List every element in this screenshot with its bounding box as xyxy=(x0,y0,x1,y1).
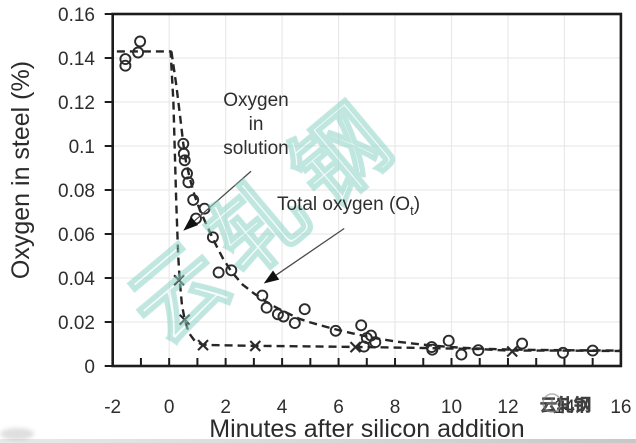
bottom-edge-strip xyxy=(0,439,636,443)
total-oxygen-data-point xyxy=(182,176,195,189)
x-tick-label: 0 xyxy=(164,397,175,418)
total-oxygen-data-point xyxy=(298,303,311,316)
solution-data-point xyxy=(173,274,185,286)
y-axis-title: Oxygen in steel (%) xyxy=(7,60,35,280)
total-oxygen-data-point xyxy=(260,301,273,314)
x-tick-label: 8 xyxy=(390,397,401,418)
x-tick-label: 12 xyxy=(497,397,518,418)
total-oxygen-data-point xyxy=(178,154,191,167)
x-tick-label: 10 xyxy=(441,397,462,418)
total-oxygen-data-point xyxy=(177,147,190,160)
total-oxygen-data-point xyxy=(206,231,219,244)
total-oxygen-data-point xyxy=(256,289,269,302)
y-tick-label: 0.04 xyxy=(58,269,95,290)
x-tick-label: 2 xyxy=(220,397,231,418)
total-oxygen-data-point xyxy=(355,319,368,332)
x-tick-label: 14 xyxy=(554,397,576,418)
total-oxygen-data-point xyxy=(119,53,132,66)
bottom-left-smudge xyxy=(0,428,34,440)
total-oxygen-data-point xyxy=(426,343,439,356)
total-oxygen-data-point xyxy=(442,334,455,347)
y-tick-label: 0.12 xyxy=(58,93,95,114)
total-oxygen-data-point xyxy=(455,348,468,361)
annotation-line: Oxygen xyxy=(223,90,289,111)
x-tick-label: 16 xyxy=(610,397,631,418)
y-tick-label: 0.16 xyxy=(58,5,95,26)
total-oxygen-data-point xyxy=(472,344,485,357)
y-tick-label: 0.08 xyxy=(58,181,95,202)
annotation-subscript: t xyxy=(410,202,414,218)
total-oxygen-data-point xyxy=(516,337,529,350)
dashed-curve-oxygen-in-solution xyxy=(116,50,621,353)
annotation-text: ) xyxy=(413,194,421,215)
total-oxygen-data-point xyxy=(132,46,145,59)
y-tick-label: 0.1 xyxy=(69,137,95,158)
x-tick-label: 6 xyxy=(333,397,344,418)
total-oxygen-data-point xyxy=(586,344,599,357)
solution-data-point xyxy=(249,340,262,352)
y-tick-label: 0.02 xyxy=(58,313,95,334)
annotation-arrowhead xyxy=(183,216,199,231)
total-oxygen-data-point xyxy=(329,324,342,337)
y-tick-label: 0 xyxy=(84,357,95,378)
total-oxygen-data-point xyxy=(119,59,132,72)
total-oxygen-data-point xyxy=(369,336,382,349)
y-tick-label: 0.14 xyxy=(58,49,95,70)
solution-data-point xyxy=(197,339,209,351)
solution-data-point xyxy=(349,341,362,353)
solution-data-point xyxy=(178,314,191,326)
annotation-arrow-line xyxy=(275,227,345,276)
annotation-oxygen-in-solution: Oxygen in solution xyxy=(199,89,313,161)
solution-data-point xyxy=(506,345,518,358)
total-oxygen-data-point xyxy=(181,167,193,180)
total-oxygen-data-point xyxy=(277,310,290,323)
x-axis-title: Minutes after silicon addition xyxy=(209,415,525,443)
total-oxygen-data-point xyxy=(198,202,211,215)
plot-border xyxy=(111,12,623,368)
total-oxygen-data-point xyxy=(212,266,225,279)
x-tick-label: -2 xyxy=(104,397,121,418)
total-oxygen-data-point xyxy=(187,193,200,206)
annotation-text: Total oxygen (O xyxy=(277,194,411,215)
y-tick-label: 0.06 xyxy=(58,225,95,246)
annotation-line: in xyxy=(248,114,264,135)
corner-watermark: 云轧钢 xyxy=(540,391,591,416)
total-oxygen-data-point xyxy=(134,35,147,48)
total-oxygen-data-point xyxy=(271,308,284,321)
annotation-total-oxygen: Total oxygen (Ot) xyxy=(277,194,420,218)
total-oxygen-data-point xyxy=(225,264,238,277)
annotation-arrow-line xyxy=(194,170,252,222)
annotation-line: solution xyxy=(223,138,289,159)
corner-watermark-logo-icon xyxy=(542,393,562,413)
x-tick-label: 4 xyxy=(277,397,288,418)
annotation-arrowhead xyxy=(263,270,280,284)
total-oxygen-data-point xyxy=(288,317,301,330)
total-oxygen-data-point xyxy=(557,346,569,359)
